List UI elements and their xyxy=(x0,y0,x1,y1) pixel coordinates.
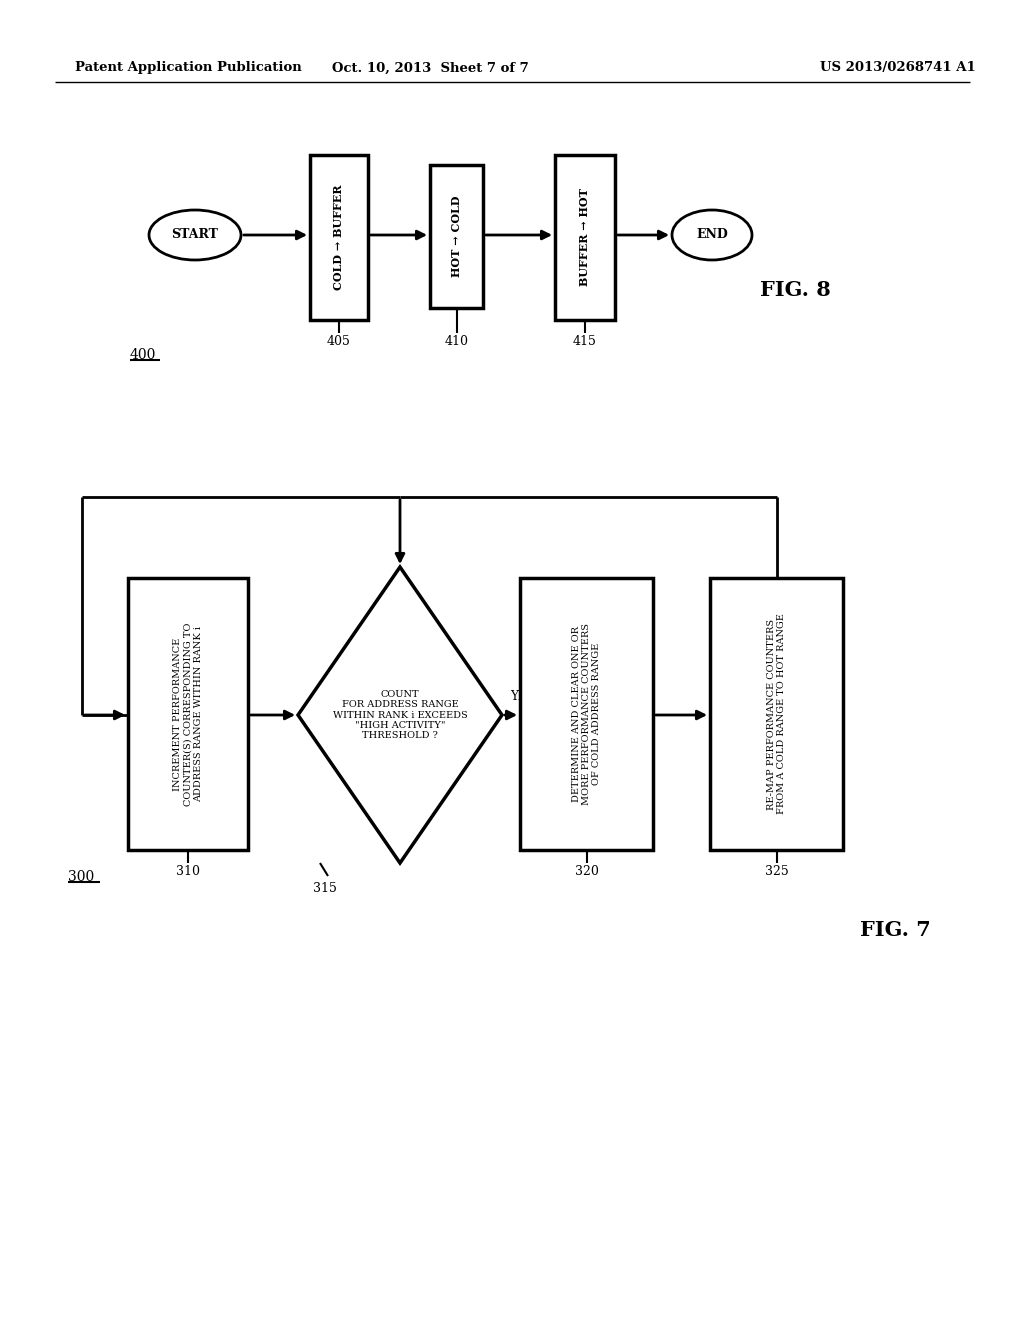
Text: COUNT
FOR ADDRESS RANGE
WITHIN RANK i EXCEEDS
"HIGH ACTIVITY"
THRESHOLD ?: COUNT FOR ADDRESS RANGE WITHIN RANK i EX… xyxy=(333,689,467,741)
Bar xyxy=(128,578,248,850)
Text: 405: 405 xyxy=(327,335,351,348)
Text: INCREMENT PERFORMANCE
COUNTER(S) CORRESPONDING TO
ADDRESS RANGE WITHIN RANK i: INCREMENT PERFORMANCE COUNTER(S) CORRESP… xyxy=(173,622,203,805)
Text: 415: 415 xyxy=(573,335,597,348)
Text: COLD → BUFFER: COLD → BUFFER xyxy=(334,185,344,290)
Text: 310: 310 xyxy=(176,865,200,878)
Text: 300: 300 xyxy=(68,870,94,884)
Text: 325: 325 xyxy=(765,865,788,878)
Ellipse shape xyxy=(150,210,241,260)
Text: 410: 410 xyxy=(444,335,469,348)
Text: END: END xyxy=(696,228,728,242)
Text: FIG. 7: FIG. 7 xyxy=(860,920,931,940)
Text: Oct. 10, 2013  Sheet 7 of 7: Oct. 10, 2013 Sheet 7 of 7 xyxy=(332,62,528,74)
Text: Patent Application Publication: Patent Application Publication xyxy=(75,62,302,74)
Text: RE-MAP PERFORMANCE COUNTERS
FROM A COLD RANGE TO HOT RANGE: RE-MAP PERFORMANCE COUNTERS FROM A COLD … xyxy=(767,614,786,814)
Text: BUFFER → HOT: BUFFER → HOT xyxy=(580,189,591,286)
Ellipse shape xyxy=(672,210,752,260)
Text: 320: 320 xyxy=(574,865,598,878)
Text: 315: 315 xyxy=(313,882,337,895)
Text: FIG. 8: FIG. 8 xyxy=(760,280,830,300)
Text: 400: 400 xyxy=(130,348,157,362)
Bar xyxy=(710,578,843,850)
Text: YES: YES xyxy=(510,690,535,704)
Text: US 2013/0268741 A1: US 2013/0268741 A1 xyxy=(820,62,976,74)
Bar xyxy=(555,154,615,319)
Text: DETERMINE AND CLEAR ONE OR
MORE PERFORMANCE COUNTERS
OF COLD ADDRESS RANGE: DETERMINE AND CLEAR ONE OR MORE PERFORMA… xyxy=(571,623,601,805)
Bar xyxy=(430,165,483,308)
Text: HOT → COLD: HOT → COLD xyxy=(451,195,462,277)
Text: START: START xyxy=(172,228,218,242)
Polygon shape xyxy=(298,568,502,863)
Bar xyxy=(520,578,653,850)
Bar xyxy=(310,154,368,319)
